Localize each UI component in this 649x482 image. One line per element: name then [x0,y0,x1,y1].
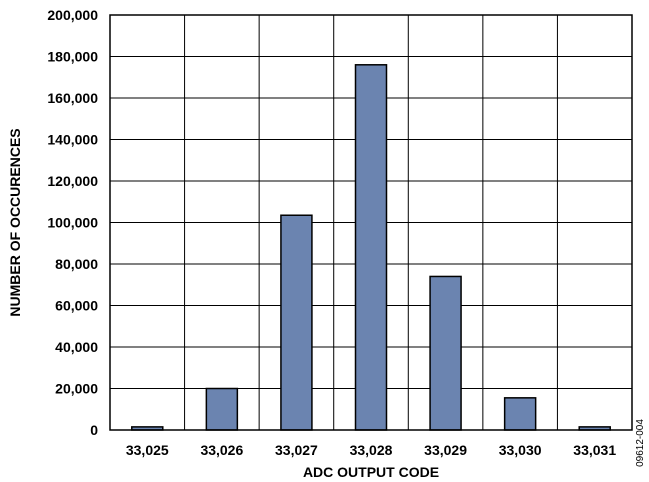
x-tick-labels: 33,025 33,026 33,027 33,028 33,029 33,030 33,0… [126,442,616,458]
x-tick-label: 33,027 [275,442,318,458]
bar-33028 [354,64,388,431]
bar-33027 [280,214,313,431]
y-tick-label: 160,000 [47,90,98,106]
y-tick-label: 100,000 [47,215,98,231]
x-tick-label: 33,025 [126,442,169,458]
figure-id: 09612-004 [635,419,646,467]
bar-33030 [503,397,537,431]
plot-frame [109,14,633,431]
y-tick-label: 40,000 [55,339,98,355]
y-tick-label: 0 [90,422,98,438]
bar-33029 [429,275,462,431]
y-tick-label: 80,000 [55,256,98,272]
y-tick-label: 140,000 [47,132,98,148]
bars [131,64,611,431]
y-tick-label: 60,000 [55,298,98,314]
x-tick-label: 33,029 [424,442,467,458]
x-tick-label: 33,030 [499,442,542,458]
y-tick-label: 180,000 [47,49,98,65]
y-tick-label: 200,000 [47,7,98,23]
y-tick-label: 120,000 [47,173,98,189]
x-tick-label: 33,031 [573,442,616,458]
y-tick-label: 20,000 [55,381,98,397]
y-tick-labels: 0 20,000 40,000 60,000 80,000 100,000 120,000 1… [47,7,98,438]
x-tick-label: 33,028 [350,442,393,458]
x-tick-label: 33,026 [200,442,243,458]
y-axis-title: NUMBER OF OCCURENCES [7,128,23,316]
x-axis-title: ADC OUTPUT CODE [303,464,439,480]
bar-33026 [205,387,239,431]
